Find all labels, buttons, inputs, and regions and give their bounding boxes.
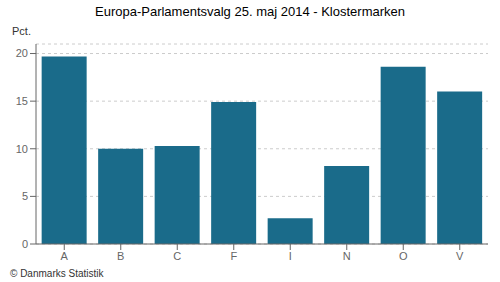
svg-text:C: C: [173, 250, 181, 262]
svg-text:O: O: [399, 250, 408, 262]
svg-text:15: 15: [16, 95, 28, 107]
svg-text:10: 10: [16, 143, 28, 155]
svg-text:20: 20: [16, 47, 28, 59]
html-text:Pct.: Pct.: [12, 25, 31, 37]
html-text:© Danmarks Statistik: © Danmarks Statistik: [10, 268, 104, 279]
html-text:Europa-Parlamentsvalg 25. maj: Europa-Parlamentsvalg 25. maj 2014 - Klo…: [95, 4, 405, 19]
svg-text:A: A: [61, 250, 69, 262]
svg-text:5: 5: [22, 190, 28, 202]
svg-text:V: V: [456, 250, 464, 262]
svg-text:N: N: [343, 250, 351, 262]
svg-text:F: F: [230, 250, 237, 262]
svg-text:I: I: [289, 250, 292, 262]
svg-text:0: 0: [22, 238, 28, 250]
svg-text:B: B: [117, 250, 124, 262]
